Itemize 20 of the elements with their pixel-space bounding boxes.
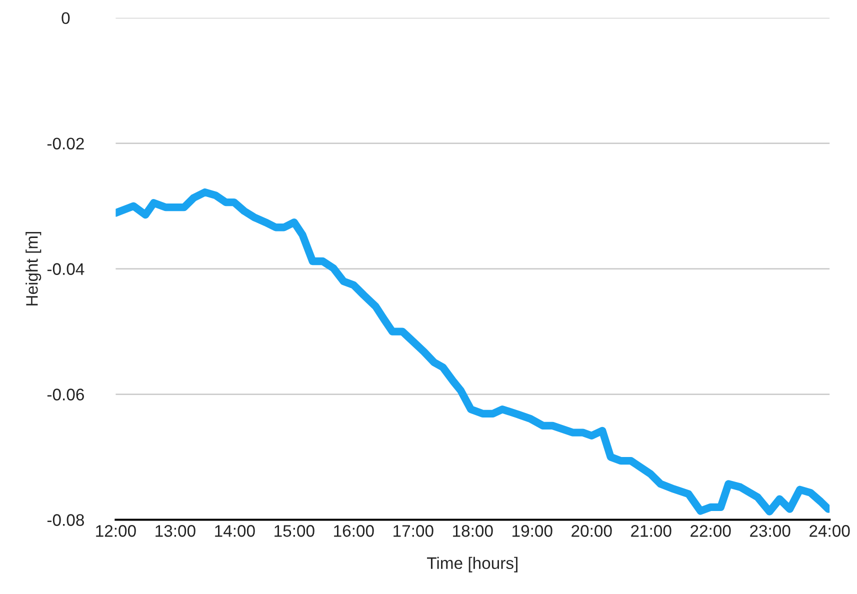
y-axis-title: Height [m] — [26, 232, 42, 306]
x-tick-label: 21:00 — [631, 525, 672, 537]
x-tick-label: 16:00 — [334, 525, 374, 537]
x-tick-label: 20:00 — [572, 525, 612, 537]
y-tick-label: -0.06 — [47, 388, 84, 400]
x-tick-label: 24:00 — [810, 525, 850, 537]
x-tick-label: 23:00 — [750, 525, 790, 537]
x-tick-label: 14:00 — [215, 525, 255, 537]
x-tick-label: 13:00 — [156, 525, 196, 537]
x-tick-label: 12:00 — [96, 525, 136, 537]
y-tick-label: -0.02 — [47, 138, 84, 150]
x-axis-title: Time [hours] — [427, 556, 518, 572]
x-tick-label: 15:00 — [274, 525, 314, 537]
y-tick-label: -0.04 — [47, 263, 84, 275]
x-tick-label: 22:00 — [690, 525, 731, 537]
y-tick-label: 0 — [62, 12, 70, 24]
x-tick-label: 19:00 — [512, 525, 552, 537]
x-tick-label: 18:00 — [453, 525, 493, 537]
x-tick-label: 17:00 — [394, 525, 434, 537]
y-tick-label: -0.08 — [47, 514, 84, 526]
